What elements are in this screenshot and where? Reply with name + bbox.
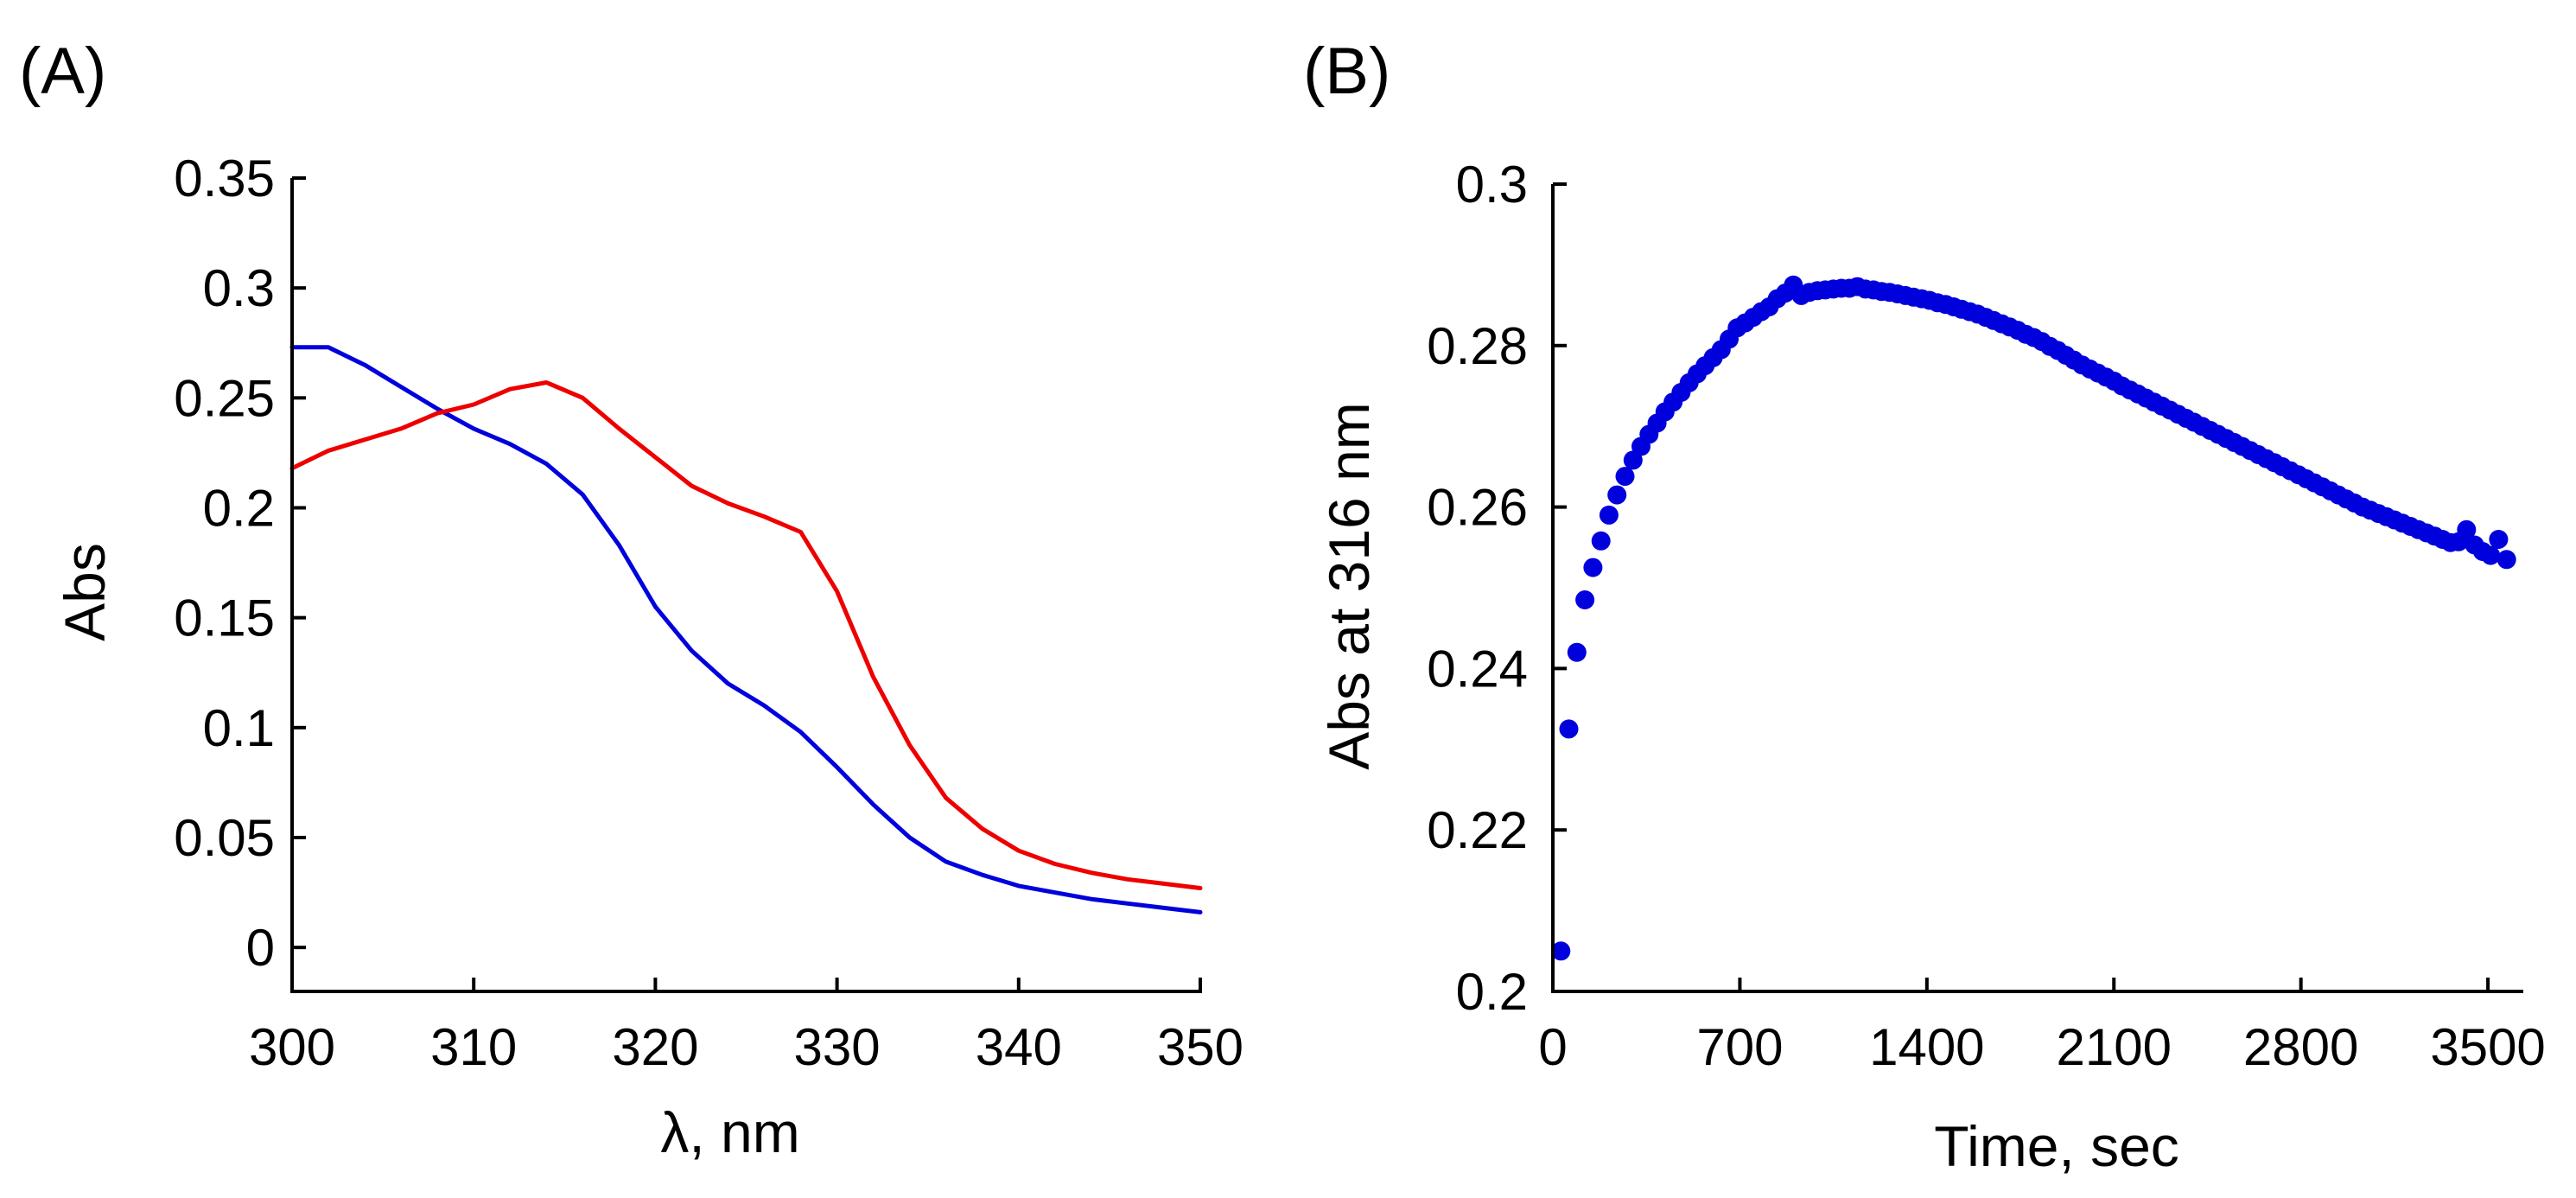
y-tick-label: 0 — [246, 919, 275, 977]
data-point — [1583, 558, 1603, 577]
series-line-2 — [289, 380, 1203, 890]
series-line-1 — [289, 345, 1203, 914]
data-point — [2496, 550, 2516, 570]
data-point — [1575, 590, 1595, 609]
panel-a-x-ticks: 300 310 320 330 340 350 — [249, 978, 1243, 1076]
data-point — [1599, 505, 1619, 525]
y-tick-label: 0.15 — [174, 589, 275, 647]
panel-b-y-axis-title: Abs at 316 nm — [1317, 402, 1381, 770]
y-tick-label: 0.24 — [1427, 640, 1528, 698]
data-point — [1551, 941, 1571, 961]
y-tick-label: 0.1 — [203, 699, 275, 757]
panel-b-label: (B) — [1303, 35, 1390, 108]
x-tick-label: 330 — [794, 1018, 881, 1076]
y-tick-label: 0.3 — [203, 259, 275, 317]
data-point — [2489, 530, 2509, 549]
x-tick-label: 2100 — [2057, 1018, 2172, 1076]
data-point — [1591, 531, 1611, 551]
x-tick-label: 350 — [1157, 1018, 1243, 1076]
data-point — [1559, 719, 1579, 739]
data-point — [2481, 545, 2501, 565]
x-tick-label: 300 — [249, 1018, 335, 1076]
panel-b-series — [1551, 275, 2516, 961]
x-tick-label: 310 — [430, 1018, 517, 1076]
y-tick-label: 0.25 — [174, 369, 275, 427]
x-tick-label: 3500 — [2430, 1018, 2545, 1076]
panel-a: (A) 0 0.05 0.1 0.15 0.2 0.25 0.3 0.35 300 310 320… — [19, 35, 1243, 1164]
data-point — [2457, 519, 2477, 539]
x-tick-label: 340 — [976, 1018, 1062, 1076]
panel-a-series — [289, 345, 1203, 914]
panel-b-x-axis-title: Time, sec — [1934, 1114, 2179, 1178]
y-tick-label: 0.26 — [1427, 479, 1528, 537]
data-point — [1623, 450, 1643, 470]
panel-a-y-ticks: 0 0.05 0.1 0.15 0.2 0.25 0.3 0.35 — [174, 150, 306, 977]
panel-b: (B) 0.2 0.22 0.24 0.26 0.28 0.3 0 700 1400 2100 2… — [1303, 35, 2546, 1178]
y-tick-label: 0.3 — [1456, 156, 1528, 213]
y-tick-label: 0.05 — [174, 809, 275, 867]
data-point — [1567, 642, 1587, 662]
x-tick-label: 0 — [1538, 1018, 1567, 1076]
y-tick-label: 0.22 — [1427, 801, 1528, 859]
x-tick-label: 320 — [612, 1018, 698, 1076]
panel-b-x-ticks: 0 700 1400 2100 2800 3500 — [1538, 978, 2546, 1076]
panel-a-label: (A) — [19, 35, 106, 108]
y-tick-label: 0.35 — [174, 150, 275, 207]
y-tick-label: 0.2 — [203, 479, 275, 537]
y-tick-label: 0.2 — [1456, 963, 1528, 1021]
x-tick-label: 2800 — [2243, 1018, 2358, 1076]
y-tick-label: 0.28 — [1427, 317, 1528, 375]
panel-a-x-axis-title: λ, nm — [660, 1100, 799, 1164]
panel-a-y-axis-title: Abs — [53, 543, 117, 641]
x-tick-label: 1400 — [1869, 1018, 1984, 1076]
data-point — [1615, 467, 1635, 487]
x-tick-label: 700 — [1696, 1018, 1783, 1076]
data-point — [1607, 485, 1627, 505]
panel-b-y-ticks: 0.2 0.22 0.24 0.26 0.28 0.3 — [1427, 156, 1567, 1021]
